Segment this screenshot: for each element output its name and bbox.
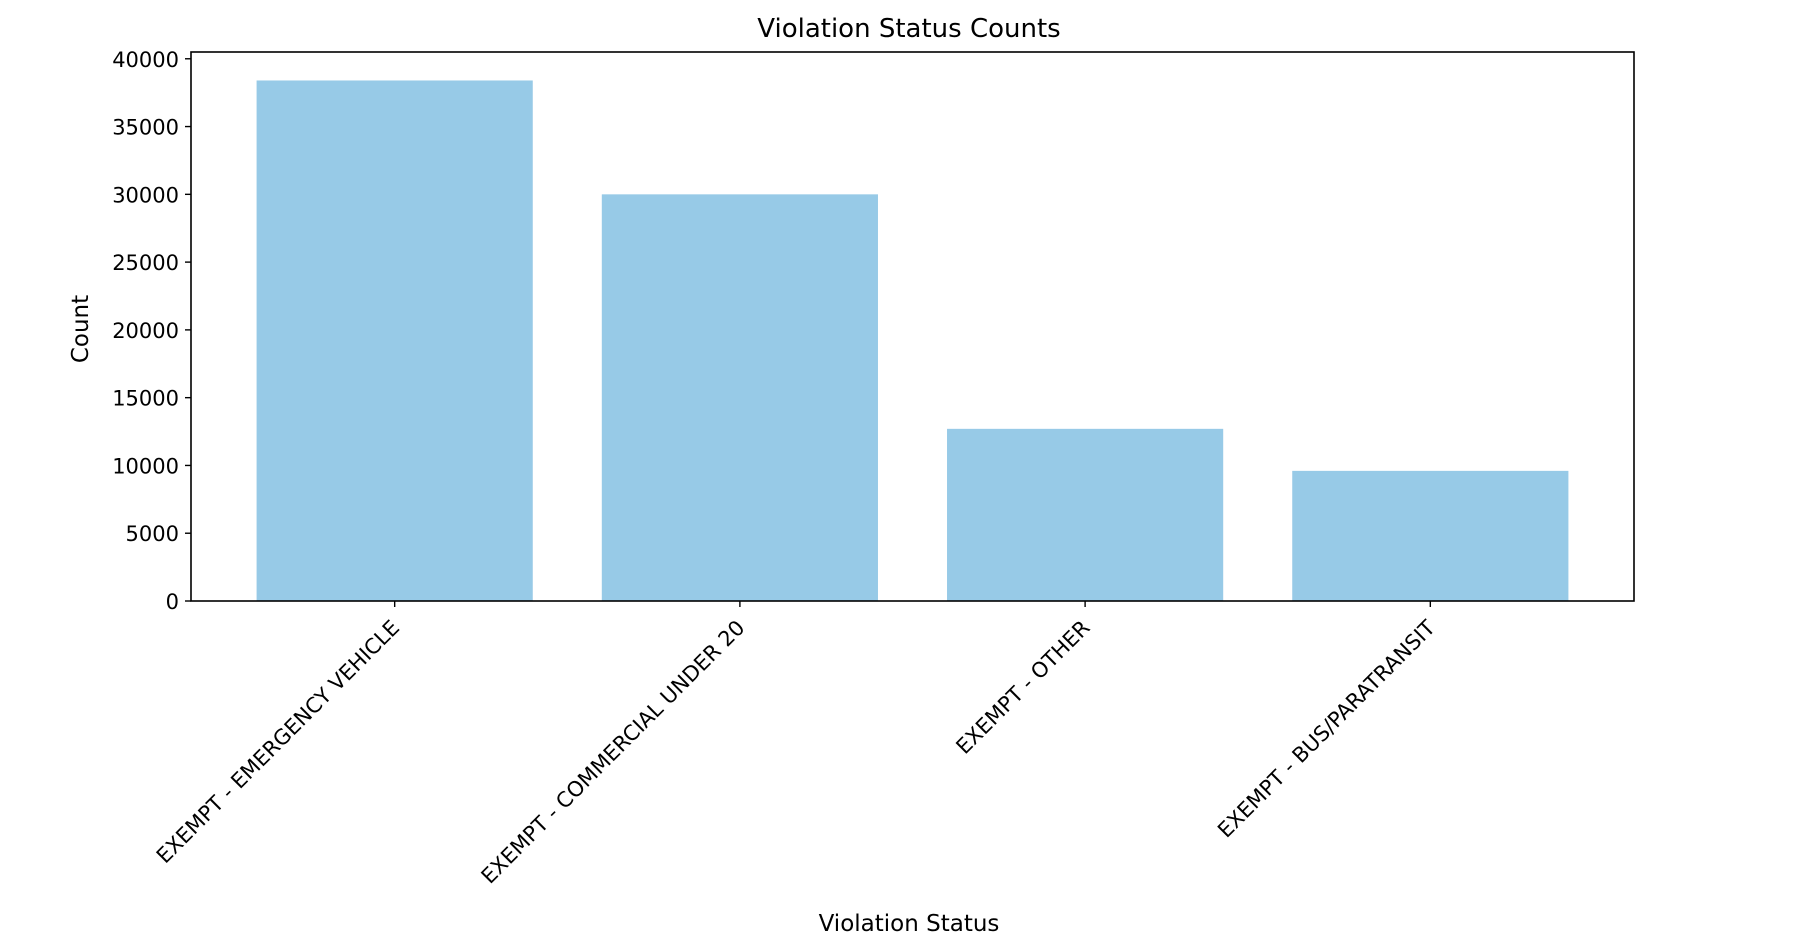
x-tick-label: EXEMPT - COMMERCIAL UNDER 20 bbox=[477, 616, 750, 889]
y-tick-label: 30000 bbox=[112, 183, 179, 207]
x-tick-label: EXEMPT - BUS/PARATRANSIT bbox=[1213, 615, 1440, 842]
x-axis: EXEMPT - EMERGENCY VEHICLE EXEMPT - COMME… bbox=[152, 601, 1440, 888]
chart-title: Violation Status Counts bbox=[757, 14, 1060, 44]
y-tick-label: 25000 bbox=[112, 251, 179, 275]
bar bbox=[601, 194, 878, 602]
y-axis-label: Count bbox=[68, 295, 94, 363]
y-tick-label: 40000 bbox=[112, 48, 179, 72]
x-tick-label: EXEMPT - OTHER bbox=[951, 616, 1094, 759]
x-axis-label: Violation Status bbox=[819, 911, 1000, 937]
y-tick-label: 20000 bbox=[112, 319, 179, 343]
plot-frame bbox=[190, 51, 1635, 602]
y-tick-label: 5000 bbox=[126, 522, 179, 546]
bar bbox=[256, 80, 533, 601]
y-tick-label: 15000 bbox=[112, 387, 179, 411]
y-tick-label: 0 bbox=[166, 590, 179, 614]
y-tick-label: 10000 bbox=[112, 454, 179, 478]
y-tick-label: 35000 bbox=[112, 116, 179, 140]
bar bbox=[1292, 470, 1569, 601]
x-tick-label: EXEMPT - EMERGENCY VEHICLE bbox=[152, 616, 404, 868]
y-axis: 0 5000 10000 15000 20000 25000 30000 35000 40000 bbox=[112, 48, 191, 614]
bar bbox=[947, 428, 1224, 601]
bars-group bbox=[256, 80, 1569, 602]
